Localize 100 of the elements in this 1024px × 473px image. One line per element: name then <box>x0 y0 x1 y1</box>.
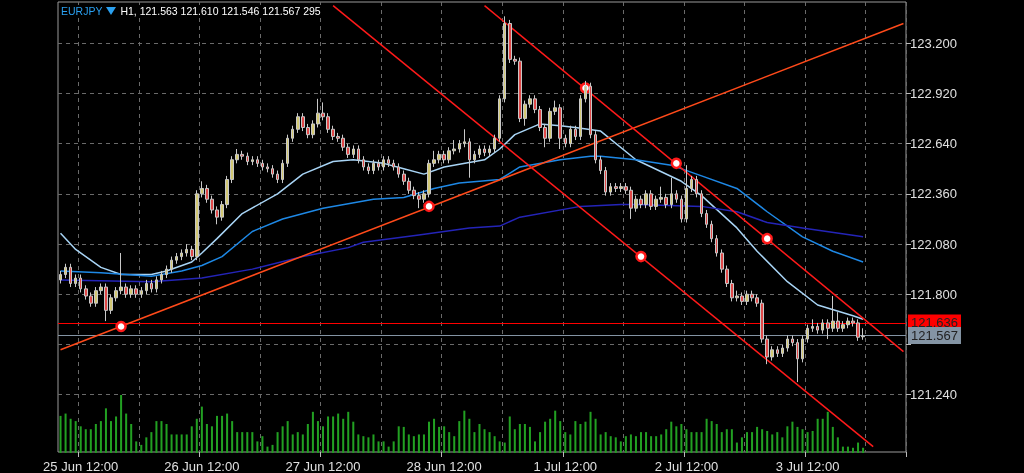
bar <box>407 434 410 453</box>
bar <box>740 437 743 453</box>
bar <box>645 432 648 453</box>
candlestick <box>387 155 390 168</box>
y-tick-label: 122.920 <box>910 85 957 101</box>
bar <box>604 432 607 453</box>
bar <box>89 429 92 453</box>
bar <box>372 434 375 453</box>
bar <box>579 424 582 453</box>
candlestick <box>377 159 380 172</box>
bar <box>342 418 345 453</box>
bar <box>175 434 178 453</box>
candlestick <box>362 155 365 172</box>
bar <box>104 408 107 453</box>
bar <box>695 432 698 453</box>
bar <box>518 424 521 453</box>
bar <box>564 432 567 453</box>
bar <box>851 447 855 453</box>
candlestick <box>150 279 153 293</box>
line-series <box>59 203 864 283</box>
bar <box>286 421 289 453</box>
bar <box>629 434 632 453</box>
candlestick <box>473 150 476 164</box>
bar <box>725 429 728 453</box>
candlestick <box>458 139 461 154</box>
bar <box>821 418 824 453</box>
bar <box>357 434 360 453</box>
candlestick <box>569 125 572 148</box>
bar <box>670 421 673 453</box>
bar <box>826 411 829 453</box>
ref-line-label: 121.636 <box>911 315 958 331</box>
chart-subtitle: H1, 121.563 121.610 121.546 121.567 295 <box>120 5 321 17</box>
bar <box>791 421 794 453</box>
bar <box>94 424 97 453</box>
bar <box>786 426 789 453</box>
bar <box>74 421 77 453</box>
candlestick <box>382 155 385 172</box>
bar <box>140 444 143 453</box>
candlestick <box>397 162 400 179</box>
bar <box>528 426 531 453</box>
candlestick <box>791 334 794 347</box>
candlestick <box>367 162 370 175</box>
candlestick <box>806 324 809 344</box>
bar <box>458 421 461 453</box>
bar <box>761 429 764 453</box>
candlestick <box>276 170 279 184</box>
bar <box>781 437 784 453</box>
bar <box>79 426 82 453</box>
point <box>635 250 647 263</box>
bar <box>806 432 809 453</box>
bar <box>766 430 769 453</box>
candlestick <box>705 209 708 229</box>
line-series <box>59 123 864 321</box>
candlestick <box>488 144 491 157</box>
bar <box>710 421 713 453</box>
bar <box>251 432 254 453</box>
bar <box>473 432 476 453</box>
candlestick <box>392 159 395 172</box>
candlestick <box>503 15 506 103</box>
candlestick <box>675 189 678 204</box>
candlestick <box>468 137 471 179</box>
bar <box>109 421 113 453</box>
bar <box>215 415 219 453</box>
bar <box>337 413 340 453</box>
bar <box>296 432 299 453</box>
candlestick <box>594 130 597 164</box>
candlestick <box>59 270 62 284</box>
candlestick <box>796 338 799 383</box>
candlestick <box>574 125 577 141</box>
candlestick <box>271 164 274 179</box>
x-tick-label: 3 Jul 12:00 <box>775 459 840 473</box>
candlestick <box>79 274 82 293</box>
bar <box>327 416 330 453</box>
bar <box>665 429 668 453</box>
candlestick <box>170 256 173 274</box>
y-tick-label: 123.200 <box>910 35 957 51</box>
bar <box>639 432 643 453</box>
candlestick <box>261 159 264 172</box>
bar <box>433 418 436 453</box>
bar <box>311 411 314 453</box>
x-tick-label: 2 Jul 12:00 <box>654 459 719 473</box>
bar <box>266 446 269 453</box>
bar <box>776 432 779 453</box>
bar <box>185 434 188 453</box>
bar <box>846 446 849 453</box>
bar <box>281 426 284 453</box>
candlestick <box>564 134 567 148</box>
bar <box>857 442 860 453</box>
bar <box>99 421 102 453</box>
x-tick-label: 1 Jul 12:00 <box>533 459 598 473</box>
bar <box>412 436 415 453</box>
candlestick <box>670 177 673 209</box>
bar <box>417 434 420 453</box>
candlestick <box>463 128 466 148</box>
bar <box>771 434 774 453</box>
bar <box>574 421 577 453</box>
bar <box>685 429 688 453</box>
candlestick <box>589 82 592 139</box>
bar <box>402 426 405 453</box>
bar <box>589 411 592 453</box>
